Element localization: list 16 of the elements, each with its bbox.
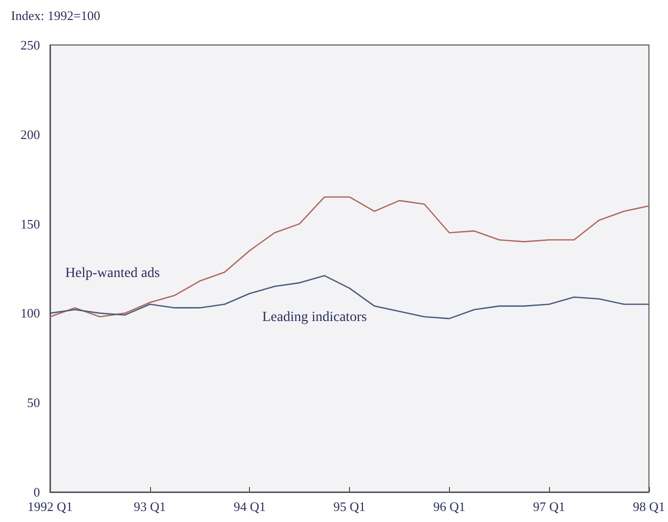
- y-tick-label: 0: [34, 484, 40, 500]
- x-tick-label: 93 Q1: [134, 499, 166, 514]
- series-label: Leading indicators: [262, 310, 367, 326]
- y-tick-label: 50: [27, 395, 40, 410]
- y-tick-label: 150: [20, 216, 40, 232]
- y-axis-title: Index: 1992=100: [11, 8, 100, 23]
- y-tick-label: 100: [20, 306, 40, 321]
- x-tick-label: 94 Q1: [234, 499, 266, 514]
- x-tick-label: 96 Q1: [433, 499, 466, 514]
- series-label: Help-wanted ads: [65, 266, 160, 281]
- x-tick-label: 1992 Q1: [27, 499, 73, 514]
- y-tick-label: 250: [20, 38, 40, 52]
- x-tick-label: 98 Q1: [632, 499, 665, 514]
- x-tick-label: 95 Q1: [333, 499, 366, 514]
- x-tick-label: 97 Q1: [533, 499, 566, 514]
- y-tick-label: 200: [20, 126, 40, 142]
